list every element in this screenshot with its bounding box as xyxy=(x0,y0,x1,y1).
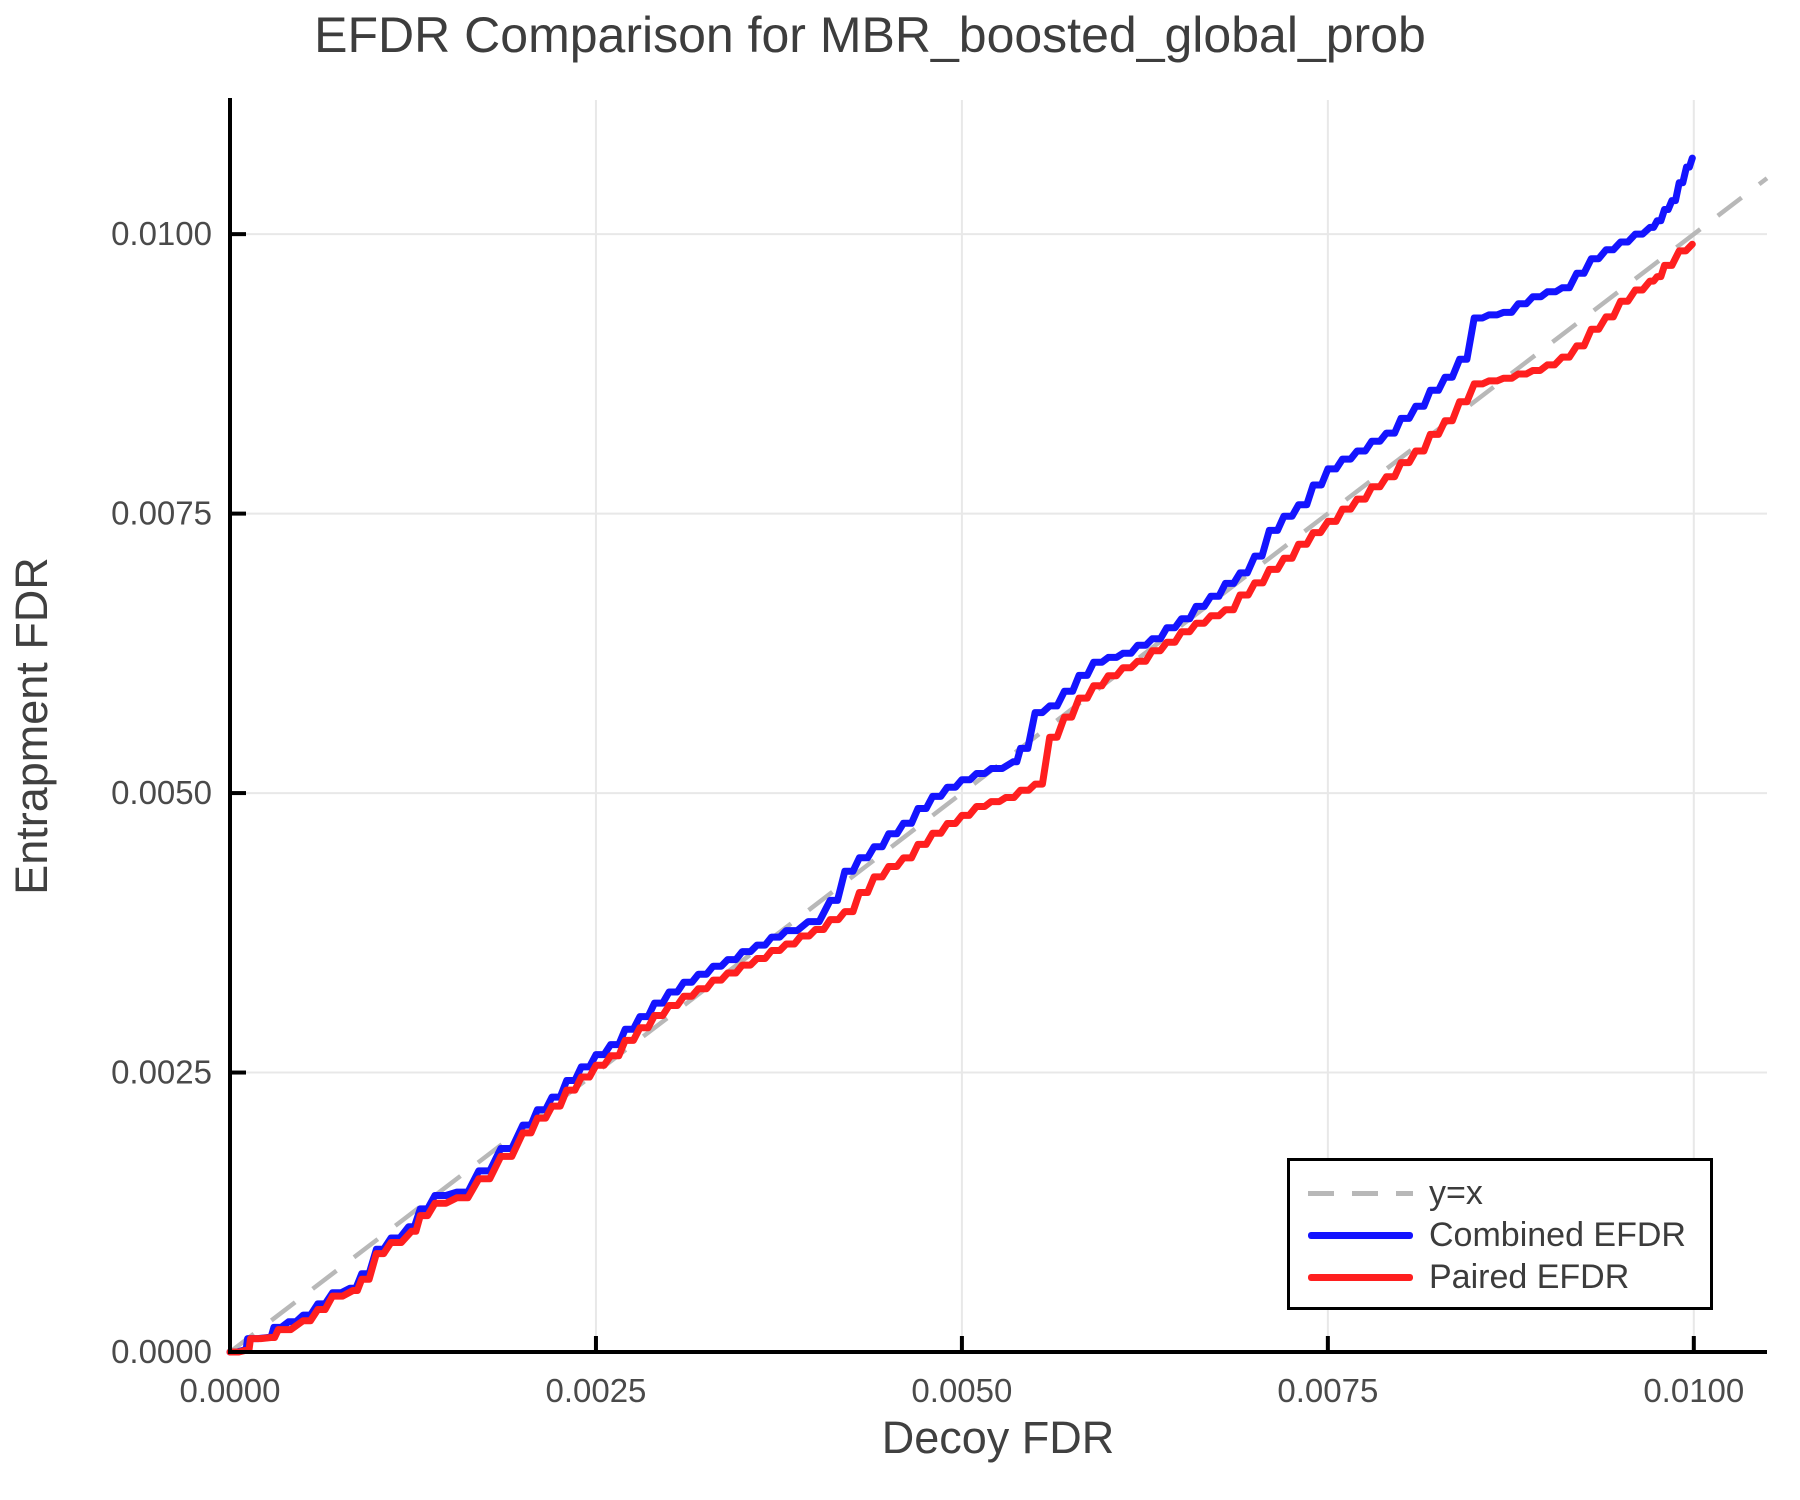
y-tick-label: 0.0025 xyxy=(111,1054,212,1091)
x-tick-label: 0.0050 xyxy=(911,1372,1012,1409)
legend: y=x Combined EFDR Paired EFDR xyxy=(1287,1158,1713,1310)
x-tick-label: 0.0025 xyxy=(545,1372,646,1409)
series-line-combined-efdr xyxy=(226,154,1696,1356)
chart-title: EFDR Comparison for MBR_boosted_global_p… xyxy=(314,7,1426,63)
series-layer xyxy=(226,154,1769,1356)
legend-entry-combined-efdr: Combined EFDR xyxy=(1290,1214,1710,1256)
legend-line-dashed-icon xyxy=(1308,1190,1413,1196)
series-line-paired-efdr xyxy=(226,240,1696,1356)
legend-line-blue-icon xyxy=(1308,1231,1413,1239)
legend-entry-yx: y=x xyxy=(1290,1172,1710,1214)
axis-layer: 0.0000 0.0025 0.0050 0.0075 0.0100 0.0000 0.00… xyxy=(111,98,1767,1409)
y-axis-title: Entrapment FDR xyxy=(6,557,57,895)
legend-label-paired-efdr: Paired EFDR xyxy=(1429,1258,1630,1296)
x-tick-label: 0.0100 xyxy=(1643,1372,1744,1409)
legend-label-combined-efdr: Combined EFDR xyxy=(1429,1216,1686,1254)
x-axis-title: Decoy FDR xyxy=(881,1412,1115,1463)
legend-entry-paired-efdr: Paired EFDR xyxy=(1290,1256,1710,1298)
y-tick-label: 0.0075 xyxy=(111,495,212,532)
x-tick-label: 0.0075 xyxy=(1277,1372,1378,1409)
legend-label-yx: y=x xyxy=(1429,1174,1483,1212)
legend-line-red-icon xyxy=(1308,1273,1413,1281)
y-tick-label: 0.0100 xyxy=(111,215,212,252)
y-tick-label: 0.0050 xyxy=(111,774,212,811)
x-tick-label: 0.0000 xyxy=(180,1372,281,1409)
series-line-yx xyxy=(228,176,1769,1354)
y-tick-label: 0.0000 xyxy=(111,1333,212,1370)
